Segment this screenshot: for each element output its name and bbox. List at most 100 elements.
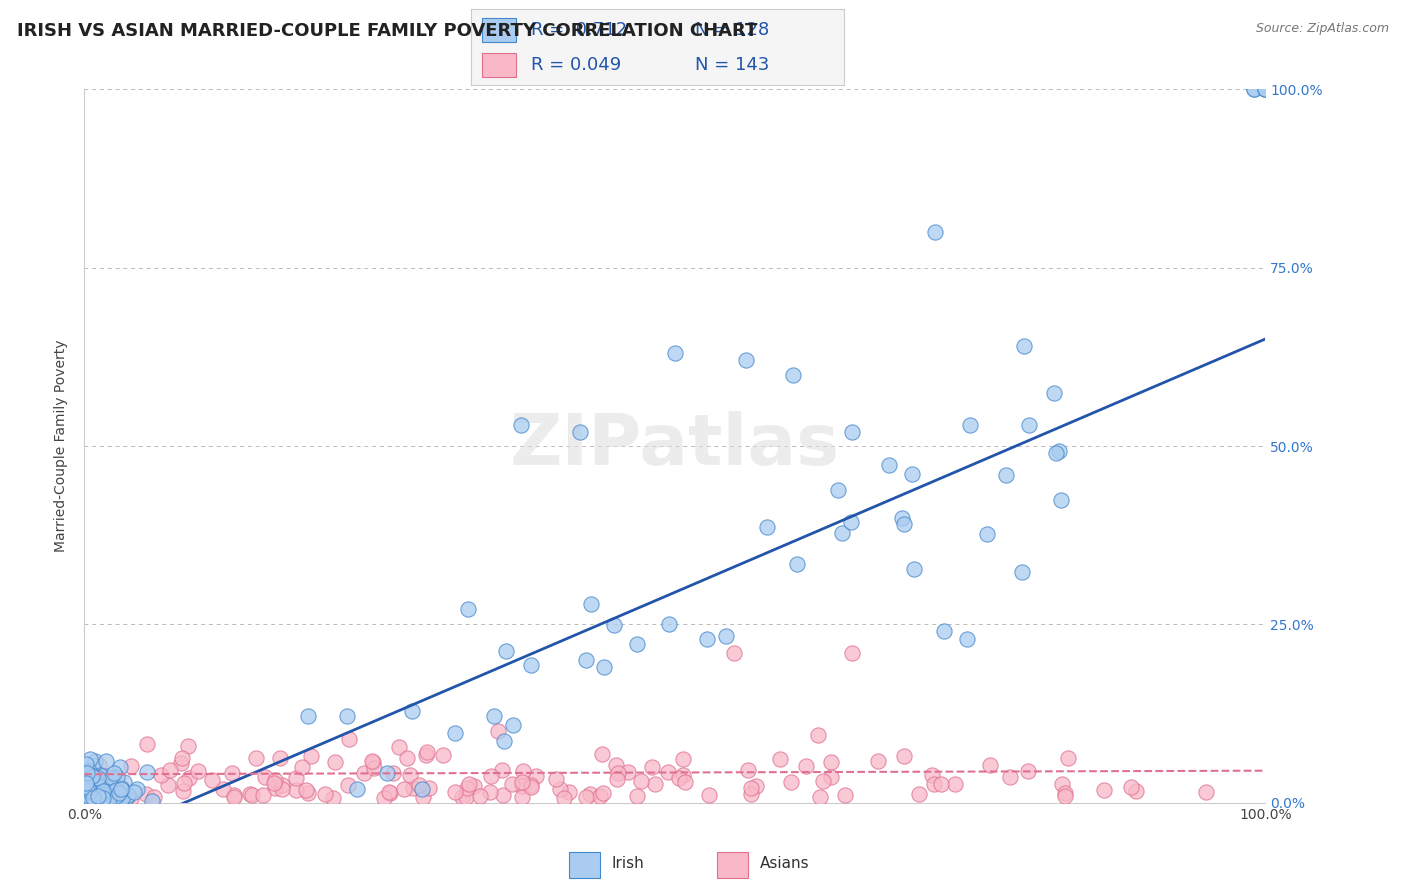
Point — [91, 769, 114, 783]
Point — [80, 795, 103, 809]
Point — [98, 780, 121, 794]
Point — [737, 763, 759, 777]
Text: N = 128: N = 128 — [695, 21, 769, 39]
Point — [90, 787, 112, 801]
Point — [122, 785, 145, 799]
Point — [932, 624, 955, 639]
Point — [117, 789, 139, 803]
Text: Asians: Asians — [761, 855, 810, 871]
Point — [827, 483, 849, 497]
Point — [794, 759, 817, 773]
Point — [457, 777, 479, 791]
Point — [263, 776, 285, 790]
Point — [908, 787, 931, 801]
Point — [520, 658, 543, 673]
Point — [813, 774, 835, 789]
Point — [468, 789, 491, 803]
Point — [93, 791, 115, 805]
Point — [110, 782, 132, 797]
Point — [96, 794, 118, 808]
Point — [479, 769, 502, 783]
Point — [264, 772, 287, 787]
Point — [893, 748, 915, 763]
Point — [108, 786, 131, 800]
Point — [1243, 82, 1265, 96]
Point — [512, 789, 534, 804]
Point — [91, 790, 114, 805]
Point — [994, 467, 1017, 482]
Y-axis label: Married-Couple Family Poverty: Married-Couple Family Poverty — [55, 340, 69, 552]
Point — [593, 660, 616, 674]
Point — [75, 776, 97, 790]
Point — [75, 757, 97, 772]
Point — [97, 780, 120, 795]
Point — [668, 771, 690, 785]
Point — [378, 786, 401, 800]
Point — [457, 602, 479, 616]
Point — [177, 739, 200, 754]
Point — [284, 771, 307, 785]
Point — [841, 425, 863, 439]
Point — [121, 759, 143, 773]
Point — [512, 764, 534, 778]
Point — [91, 784, 114, 798]
Point — [83, 784, 105, 798]
Text: Source: ZipAtlas.com: Source: ZipAtlas.com — [1256, 22, 1389, 36]
Point — [269, 751, 291, 765]
Point — [868, 754, 890, 768]
Point — [264, 780, 287, 795]
Point — [82, 769, 104, 783]
Point — [1254, 82, 1277, 96]
Point — [90, 779, 112, 793]
Point — [270, 779, 292, 793]
Point — [1092, 783, 1115, 797]
Point — [375, 765, 398, 780]
Point — [786, 558, 808, 572]
Point — [524, 769, 547, 783]
Point — [77, 770, 100, 784]
Point — [170, 756, 193, 771]
Point — [242, 789, 264, 803]
Point — [104, 789, 127, 804]
Point — [893, 516, 915, 531]
Point — [451, 790, 474, 805]
Point — [922, 777, 945, 791]
Point — [91, 790, 114, 805]
Point — [89, 758, 111, 772]
Point — [491, 763, 513, 777]
FancyBboxPatch shape — [568, 852, 599, 878]
Text: IRISH VS ASIAN MARRIED-COUPLE FAMILY POVERTY CORRELATION CHART: IRISH VS ASIAN MARRIED-COUPLE FAMILY POV… — [17, 22, 758, 40]
Point — [90, 784, 112, 798]
Point — [402, 780, 425, 795]
Point — [558, 785, 581, 799]
Point — [510, 774, 533, 789]
Text: N = 143: N = 143 — [695, 56, 769, 74]
Point — [253, 770, 276, 784]
Point — [89, 778, 111, 792]
Point — [373, 791, 395, 805]
Point — [399, 767, 422, 781]
Point — [111, 781, 134, 796]
Point — [87, 771, 110, 785]
Point — [839, 516, 862, 530]
Point — [943, 777, 966, 791]
Point — [478, 785, 501, 799]
Point — [1125, 784, 1147, 798]
Point — [346, 781, 368, 796]
Point — [98, 777, 121, 791]
Point — [82, 759, 104, 773]
Point — [603, 618, 626, 632]
Point — [295, 782, 318, 797]
Point — [672, 767, 695, 781]
Point — [956, 632, 979, 646]
Point — [1000, 771, 1022, 785]
Point — [1043, 385, 1066, 400]
Point — [159, 764, 181, 778]
Point — [77, 789, 100, 803]
Point — [336, 708, 359, 723]
Point — [924, 225, 946, 239]
Point — [142, 790, 165, 805]
Point — [903, 561, 925, 575]
Point — [696, 632, 718, 646]
Point — [187, 764, 209, 778]
